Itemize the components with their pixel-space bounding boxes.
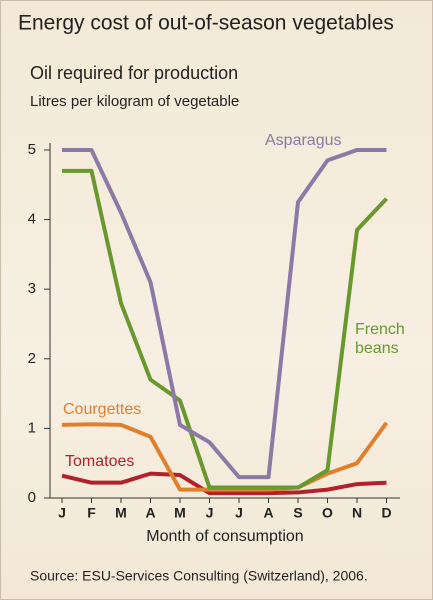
series-line (61, 421, 389, 492)
y-tick-label: 3 (28, 280, 36, 297)
x-tick-label: N (352, 505, 362, 521)
series-line (62, 168, 388, 490)
x-tick-label: M (115, 505, 127, 521)
x-tick-label: A (263, 505, 273, 521)
x-tick-label: O (322, 505, 333, 521)
y-tick-label: 0 (28, 489, 36, 506)
y-axis-label: Litres per kilogram of vegetable (30, 93, 239, 110)
chart-title: Energy cost of out-of-season vegetables (18, 12, 394, 35)
x-axis-label: Month of consumption (146, 528, 303, 545)
y-tick-label: 2 (28, 350, 36, 367)
x-tick-label: A (145, 505, 155, 521)
x-tick-label: F (87, 505, 96, 521)
x-tick-label: J (206, 505, 214, 521)
y-tick-label: 4 (28, 211, 36, 228)
x-tick-label: J (58, 505, 66, 521)
x-tick-label: D (381, 505, 391, 521)
series-label: Tomatoes (65, 453, 135, 470)
y-tick-label: 1 (28, 419, 36, 436)
series-line (61, 471, 387, 496)
x-tick-label: M (174, 505, 186, 521)
series-label: French beans (355, 321, 405, 357)
subtitle: Oil required for production (30, 63, 238, 83)
series-label: Asparagus (265, 132, 342, 149)
source: Source: ESU-Services Consulting (Switzer… (30, 568, 368, 584)
y-tick-label: 5 (28, 141, 36, 158)
series-line (62, 147, 387, 480)
series-label: Courgettes (63, 401, 142, 418)
x-tick-label: S (293, 505, 302, 521)
x-tick-label: J (235, 505, 243, 521)
